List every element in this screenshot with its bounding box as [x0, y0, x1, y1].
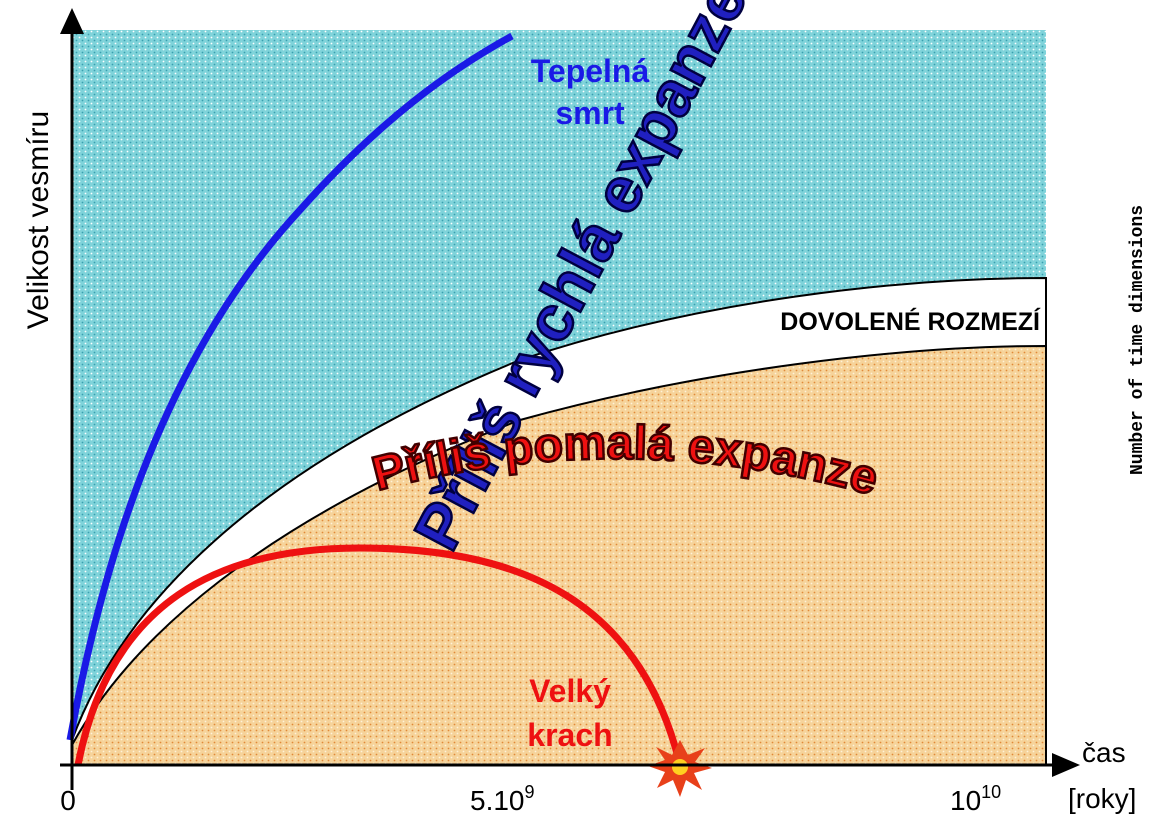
x-arrow: [1052, 753, 1080, 777]
tick-base: 5.10: [470, 785, 525, 816]
x-tick-label: 1010: [950, 782, 1001, 816]
big-crunch-label: krach: [527, 717, 612, 753]
allowed-label: DOVOLENÉ ROZMEZÍ: [780, 307, 1041, 336]
x-tick-label: 5.109: [470, 782, 535, 816]
x-tick-label: 0: [60, 785, 76, 816]
y-axis-label: Velikost vesmíru: [22, 111, 55, 329]
y-arrow: [60, 8, 84, 34]
diagram: Velikost vesmíru čas [roky] 0 5.109 1010…: [0, 0, 1166, 818]
heat-death-label: smrt: [555, 95, 625, 131]
tick-exponent: 10: [981, 782, 1001, 802]
tick-exponent: 9: [525, 782, 535, 802]
x-axis-label: čas: [1082, 737, 1126, 768]
big-crunch-label: Velký: [529, 673, 611, 709]
heat-death-label: Tepelná: [531, 53, 650, 89]
x-unit: [roky]: [1068, 783, 1136, 814]
tick-base: 10: [950, 785, 981, 816]
side-text: Number of time dimensions: [1128, 205, 1148, 475]
